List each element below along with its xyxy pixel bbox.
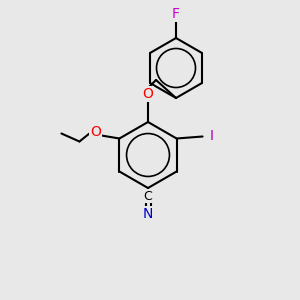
Text: N: N bbox=[143, 207, 153, 221]
Text: C: C bbox=[144, 190, 152, 202]
Text: F: F bbox=[172, 7, 180, 21]
Text: I: I bbox=[210, 130, 214, 143]
Text: O: O bbox=[142, 87, 153, 101]
Text: O: O bbox=[90, 124, 101, 139]
